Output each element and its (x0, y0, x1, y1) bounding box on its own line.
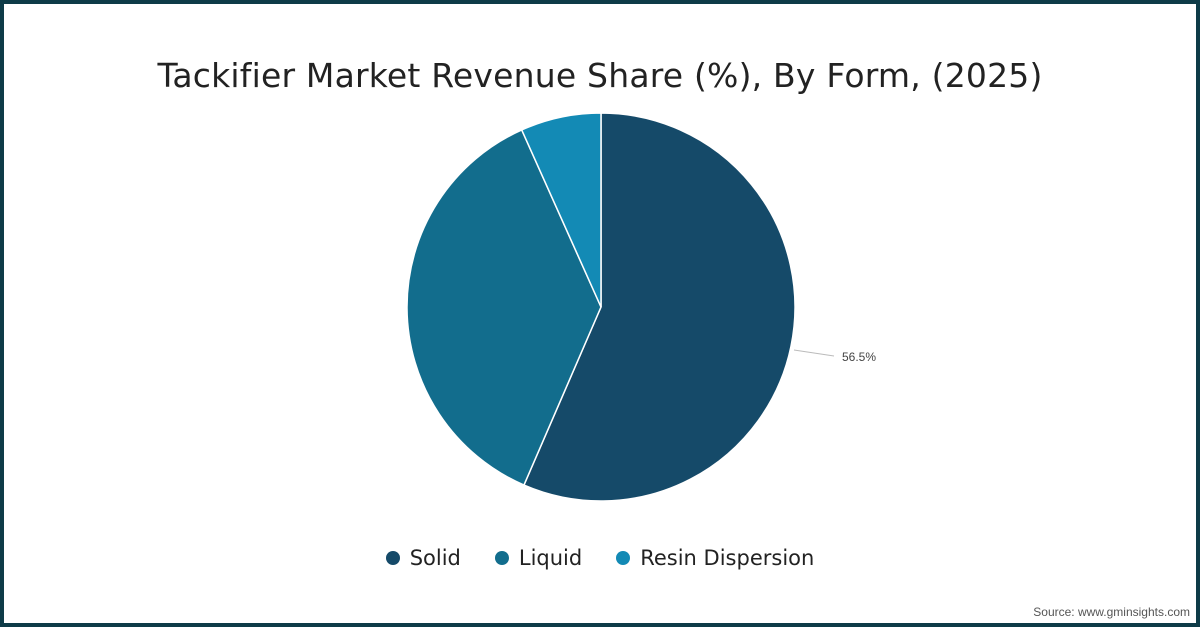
pie-slice-resin-dispersion[interactable] (520, 112, 602, 308)
legend-item-solid[interactable]: Solid (385, 546, 461, 570)
chart-title: Tackifier Market Revenue Share (%), By F… (157, 56, 1043, 95)
legend-dot-icon (616, 551, 631, 565)
pie-slice-liquid[interactable] (406, 128, 602, 487)
legend-label: Solid (409, 546, 461, 570)
pie-chart: 56.5% (406, 112, 876, 502)
legend-item-liquid[interactable]: Liquid (494, 546, 583, 570)
legend-item-resin-dispersion[interactable]: Resin Dispersion (616, 546, 814, 570)
pie-slice-solid[interactable] (522, 112, 796, 502)
legend-label: Resin Dispersion (640, 546, 815, 570)
legend: Solid Liquid Resin Dispersion (4, 546, 1196, 570)
legend-dot-icon (494, 551, 509, 565)
source-note: Source: www.gminsights.com (1033, 605, 1190, 619)
solid-value-label: 56.5% (842, 350, 876, 364)
legend-label: Liquid (518, 546, 583, 570)
label-leader-line (793, 349, 835, 357)
legend-dot-icon (385, 551, 400, 565)
